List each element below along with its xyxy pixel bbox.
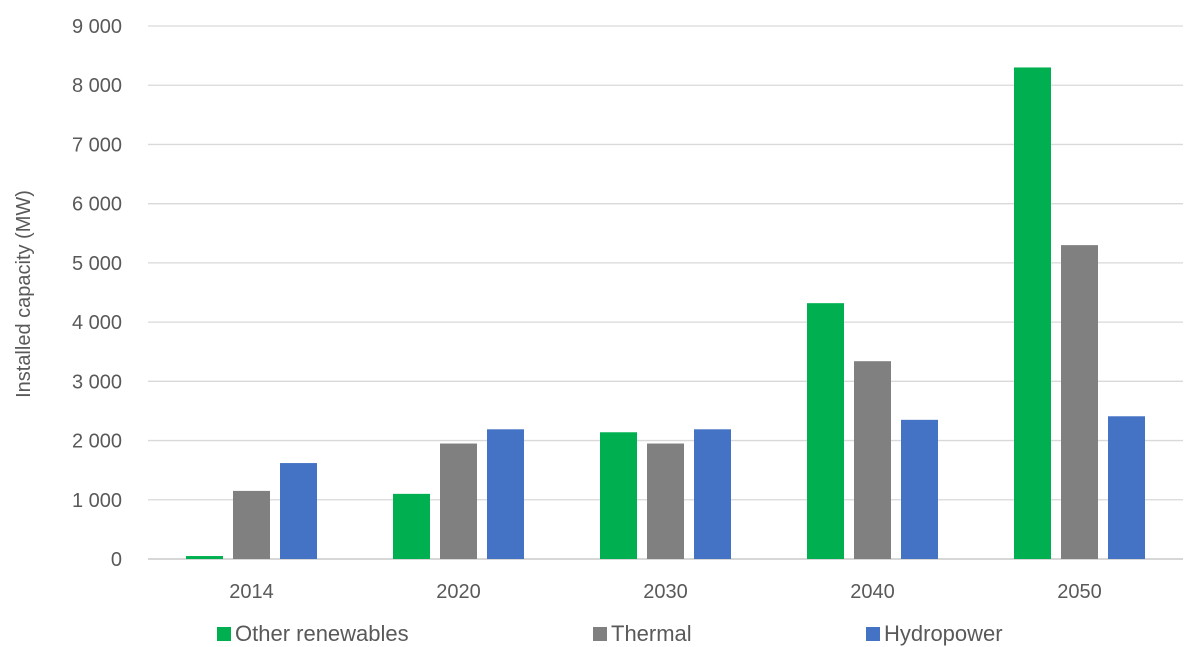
y-tick-label: 4 000	[72, 312, 122, 334]
bar-other-renewables-2020	[393, 493, 430, 559]
y-axis-title: Installed capacity (MW)	[13, 190, 35, 398]
y-axis-ticks: 0 1 000 2 000 3 000 4 000 5 000 6 000 7 000 8 00…	[72, 16, 122, 571]
bar-thermal-2020	[440, 443, 477, 559]
y-tick-label: 0	[111, 549, 122, 571]
bar-other-renewables-2040	[807, 303, 844, 559]
bar-hydropower-2050	[1108, 416, 1145, 559]
bar-thermal-2050	[1061, 245, 1098, 559]
legend-label: Hydropower	[884, 621, 1003, 646]
x-axis-ticks: 2014 2020 2030 2040 2050	[229, 581, 1102, 603]
legend-label: Thermal	[611, 621, 692, 646]
y-tick-label: 3 000	[72, 371, 122, 393]
bar-other-renewables-2030	[600, 432, 637, 559]
y-tick-label: 6 000	[72, 194, 122, 216]
gridlines	[148, 25, 1183, 560]
bar-other-renewables-2050	[1014, 67, 1051, 559]
x-tick-label: 2030	[643, 581, 688, 603]
legend-swatch-hydropower	[866, 627, 880, 641]
x-tick-label: 2040	[850, 581, 895, 603]
bar-thermal-2014	[233, 490, 270, 559]
bars	[186, 67, 1145, 559]
bar-thermal-2030	[647, 443, 684, 559]
y-tick-label: 8 000	[72, 75, 122, 97]
legend: Other renewables Thermal Hydropower	[217, 621, 1003, 646]
legend-swatch-thermal	[593, 627, 607, 641]
bar-hydropower-2014	[280, 463, 317, 559]
x-tick-label: 2050	[1057, 581, 1102, 603]
bar-thermal-2040	[854, 361, 891, 559]
legend-label: Other renewables	[235, 621, 409, 646]
y-tick-label: 7 000	[72, 134, 122, 156]
y-tick-label: 5 000	[72, 253, 122, 275]
bar-hydropower-2030	[694, 429, 731, 559]
bar-hydropower-2020	[487, 429, 524, 559]
y-tick-label: 2 000	[72, 431, 122, 453]
x-tick-label: 2020	[436, 581, 481, 603]
x-tick-label: 2014	[229, 581, 274, 603]
legend-swatch-other-renewables	[217, 627, 231, 641]
bar-hydropower-2040	[901, 419, 938, 559]
y-tick-label: 1 000	[72, 490, 122, 512]
bar-other-renewables-2014	[186, 556, 223, 559]
y-tick-label: 9 000	[72, 16, 122, 38]
